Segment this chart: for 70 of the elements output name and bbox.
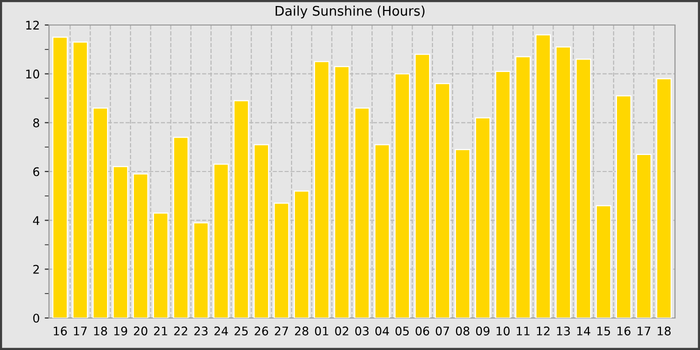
bar bbox=[314, 61, 330, 318]
bar bbox=[173, 136, 189, 318]
x-tick-label: 19 bbox=[114, 326, 128, 336]
bar bbox=[92, 107, 108, 318]
x-tick-label: 28 bbox=[294, 326, 308, 336]
x-tick-label: 18 bbox=[658, 326, 671, 336]
x-tick-label: 17 bbox=[74, 326, 87, 336]
x-tick-label: 15 bbox=[597, 326, 610, 336]
y-tick-label: 10 bbox=[26, 70, 40, 78]
bar bbox=[414, 54, 430, 318]
x-tick-label: 03 bbox=[355, 326, 369, 336]
bar bbox=[434, 83, 450, 318]
x-tick-label: 16 bbox=[54, 326, 67, 336]
bar bbox=[515, 56, 531, 318]
x-tick-label: 17 bbox=[638, 326, 650, 336]
y-tick-label: 12 bbox=[26, 20, 39, 30]
x-tick-label: 06 bbox=[416, 326, 430, 336]
bar bbox=[334, 66, 350, 318]
bar bbox=[576, 58, 592, 318]
bar bbox=[454, 148, 470, 318]
bar bbox=[374, 144, 390, 318]
x-tick-label: 20 bbox=[134, 326, 148, 336]
bar bbox=[656, 78, 672, 318]
x-tick-label: 16 bbox=[617, 326, 630, 336]
bar bbox=[495, 70, 511, 318]
bar bbox=[596, 205, 612, 318]
x-tick-label: 22 bbox=[174, 326, 188, 336]
y-tick-label: 0 bbox=[33, 314, 40, 323]
x-tick-label: 26 bbox=[254, 326, 268, 336]
x-tick-label: 01 bbox=[315, 326, 328, 336]
x-tick-label: 04 bbox=[375, 326, 389, 336]
x-tick-label: 23 bbox=[194, 326, 208, 336]
bar bbox=[112, 166, 128, 318]
bar bbox=[616, 95, 632, 318]
x-tick-label: 27 bbox=[274, 326, 288, 336]
x-tick-label: 11 bbox=[516, 326, 530, 336]
bar bbox=[394, 73, 410, 318]
bar bbox=[474, 117, 491, 318]
x-tick-label: 05 bbox=[396, 326, 409, 336]
x-tick-label: 18 bbox=[94, 326, 108, 336]
bar bbox=[72, 42, 88, 318]
y-tick-label: 8 bbox=[33, 118, 40, 128]
x-tick-label: 12 bbox=[536, 326, 550, 336]
chart-title: Daily Sunshine (Hours) bbox=[276, 6, 424, 18]
bar bbox=[294, 190, 310, 318]
bar bbox=[636, 154, 652, 318]
x-tick-label: 07 bbox=[436, 326, 450, 336]
x-tick-label: 09 bbox=[476, 326, 490, 336]
x-tick-label: 21 bbox=[154, 326, 168, 336]
x-tick-label: 02 bbox=[335, 326, 348, 336]
bar bbox=[233, 100, 250, 318]
x-tick-label: 25 bbox=[234, 326, 248, 336]
bar bbox=[152, 212, 169, 318]
y-tick-label: 2 bbox=[33, 264, 39, 274]
x-tick-label: 14 bbox=[577, 326, 590, 336]
bar bbox=[52, 36, 68, 318]
y-tick-label: 4 bbox=[33, 216, 40, 225]
bar bbox=[213, 164, 229, 318]
x-tick-label: 10 bbox=[496, 326, 510, 336]
y-tick-label: 6 bbox=[33, 167, 40, 176]
bar bbox=[535, 34, 551, 318]
x-tick-label: 24 bbox=[214, 326, 228, 336]
x-tick-label: 13 bbox=[557, 326, 570, 336]
bar bbox=[132, 173, 148, 318]
x-tick-label: 08 bbox=[456, 326, 470, 336]
bar bbox=[555, 46, 572, 318]
bar bbox=[254, 144, 270, 318]
bar bbox=[193, 222, 209, 318]
bar bbox=[354, 107, 370, 318]
bar bbox=[274, 202, 290, 318]
